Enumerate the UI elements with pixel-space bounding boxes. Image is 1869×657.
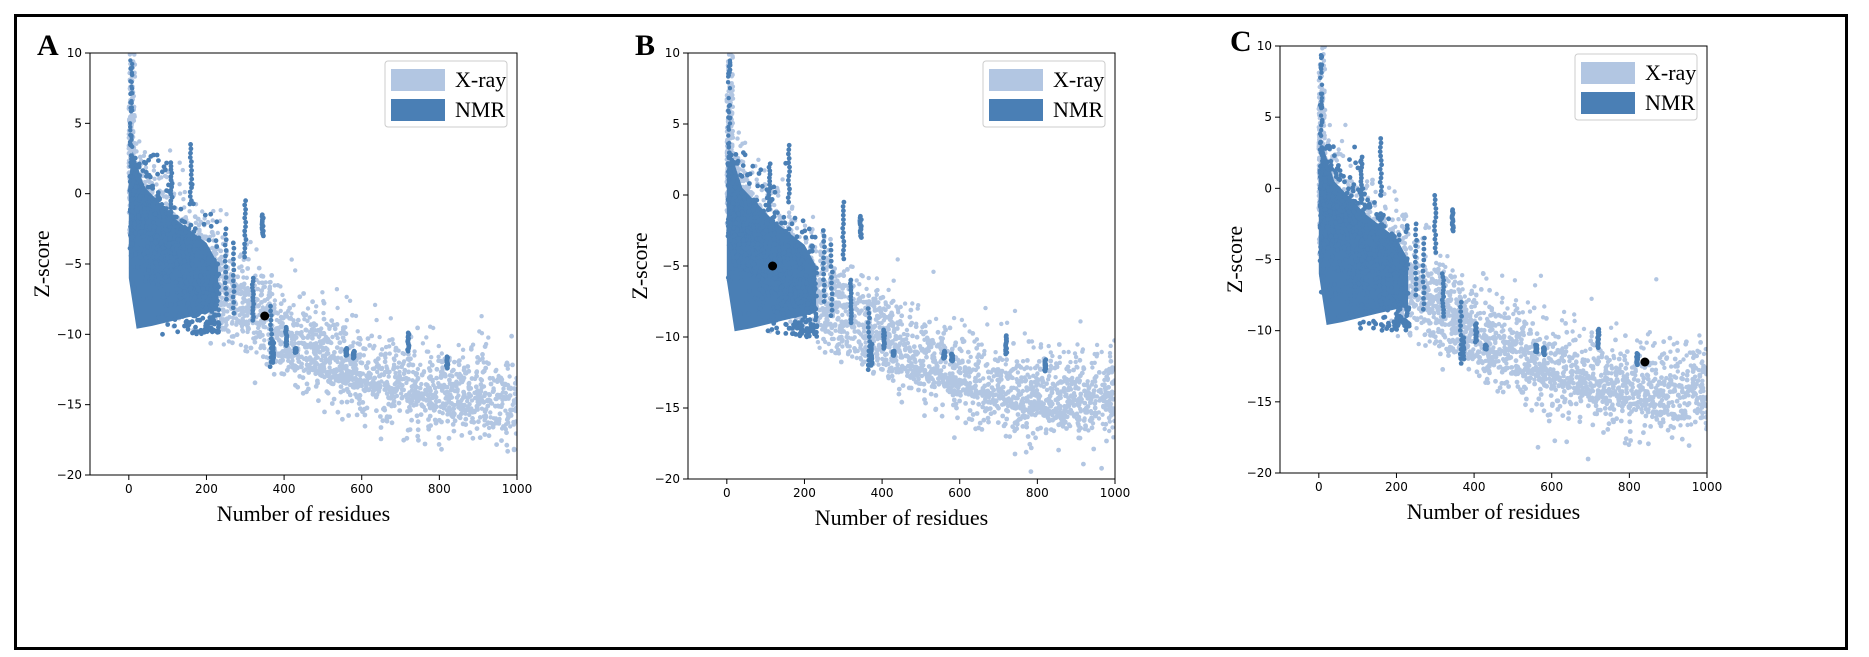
legend: X-ray NMR xyxy=(982,60,1106,128)
y-tick-label: 10 xyxy=(665,46,680,60)
y-tick-label: 0 xyxy=(1264,181,1272,195)
legend-label: X-ray xyxy=(455,67,506,92)
y-tick-label: −5 xyxy=(64,257,82,271)
highlight-point xyxy=(260,311,270,321)
y-tick-label: −15 xyxy=(1247,395,1272,409)
x-tick-label: 200 xyxy=(195,482,218,496)
legend-swatch xyxy=(391,99,445,121)
x-tick-label: 1000 xyxy=(502,482,533,496)
nmr-points xyxy=(725,58,1049,374)
legend-label: X-ray xyxy=(1053,67,1104,92)
y-tick-label: 10 xyxy=(67,46,82,60)
x-tick-label: 200 xyxy=(793,486,816,500)
x-axis-label: Number of residues xyxy=(217,501,391,526)
legend-swatch xyxy=(391,69,445,91)
y-tick-label: 10 xyxy=(1257,39,1272,53)
y-tick-label: −15 xyxy=(655,401,680,415)
y-tick-label: −20 xyxy=(57,468,82,482)
y-tick-label: −20 xyxy=(1247,466,1272,480)
highlight-point xyxy=(1640,357,1650,367)
x-tick-label: 0 xyxy=(1315,480,1323,494)
x-axis-label: Number of residues xyxy=(815,505,989,530)
y-tick-label: 0 xyxy=(672,188,680,202)
x-tick-label: 600 xyxy=(948,486,971,500)
panel-label: C xyxy=(1230,25,1252,58)
y-tick-label: 5 xyxy=(74,116,82,130)
y-tick-label: −5 xyxy=(662,259,680,273)
y-tick-label: 5 xyxy=(1264,110,1272,124)
x-tick-label: 800 xyxy=(1026,486,1049,500)
panel-label: B xyxy=(635,29,655,62)
x-tick-label: 400 xyxy=(273,482,296,496)
panel-a: A 0 200 400 600 800 1000 10 5 0 −5 −10 −15 −20 Number … xyxy=(17,17,612,647)
scatter-plot-a: A 0 200 400 600 800 1000 10 5 0 −5 −10 −15 −20 Number … xyxy=(29,29,533,526)
x-tick-label: 0 xyxy=(125,482,133,496)
y-axis-label: Z-score xyxy=(1222,226,1247,293)
scatter-plot-b: B 0 200 400 600 800 1000 10 5 0 −5 −10 −15 −20 Number … xyxy=(627,29,1131,530)
y-tick-label: −15 xyxy=(57,398,82,412)
legend-swatch xyxy=(1581,92,1635,114)
x-tick-label: 400 xyxy=(1463,480,1486,494)
y-tick-label: −10 xyxy=(1247,324,1272,338)
legend-swatch xyxy=(1581,62,1635,84)
legend-label: X-ray xyxy=(1645,60,1696,85)
x-tick-label: 1000 xyxy=(1692,480,1723,494)
figure-frame: A 0 200 400 600 800 1000 10 5 0 −5 −10 −15 −20 Number … xyxy=(14,14,1848,650)
panel-b: B 0 200 400 600 800 1000 10 5 0 −5 −10 −15 −20 Number … xyxy=(615,17,1210,647)
y-axis-label: Z-score xyxy=(627,232,652,299)
nmr-points xyxy=(127,58,451,371)
y-tick-label: 5 xyxy=(672,117,680,131)
scatter-plot-c: C 0 200 400 600 800 1000 10 5 0 −5 −10 −15 −20 Number … xyxy=(1222,25,1723,524)
y-tick-label: −5 xyxy=(1254,253,1272,267)
x-tick-label: 200 xyxy=(1385,480,1408,494)
highlight-point xyxy=(768,261,778,271)
legend-label: NMR xyxy=(1053,97,1103,122)
x-tick-label: 600 xyxy=(350,482,373,496)
legend-label: NMR xyxy=(1645,90,1695,115)
x-axis-label: Number of residues xyxy=(1407,499,1581,524)
y-tick-label: −10 xyxy=(57,327,82,341)
x-tick-label: 800 xyxy=(428,482,451,496)
x-tick-label: 1000 xyxy=(1100,486,1131,500)
legend-swatch xyxy=(989,99,1043,121)
legend-label: NMR xyxy=(455,97,505,122)
y-axis-label: Z-score xyxy=(29,230,54,297)
x-tick-label: 0 xyxy=(723,486,731,500)
nmr-points xyxy=(1317,53,1641,368)
y-tick-label: −10 xyxy=(655,330,680,344)
legend-swatch xyxy=(989,69,1043,91)
legend: X-ray NMR xyxy=(1574,53,1698,121)
legend: X-ray NMR xyxy=(384,60,508,128)
y-tick-label: 0 xyxy=(74,187,82,201)
panel-label: A xyxy=(37,29,59,62)
x-tick-label: 400 xyxy=(871,486,894,500)
x-tick-label: 600 xyxy=(1540,480,1563,494)
y-tick-label: −20 xyxy=(655,472,680,486)
x-tick-label: 800 xyxy=(1618,480,1641,494)
panel-c: C 0 200 400 600 800 1000 10 5 0 −5 −10 −15 −20 Number … xyxy=(1210,17,1805,647)
